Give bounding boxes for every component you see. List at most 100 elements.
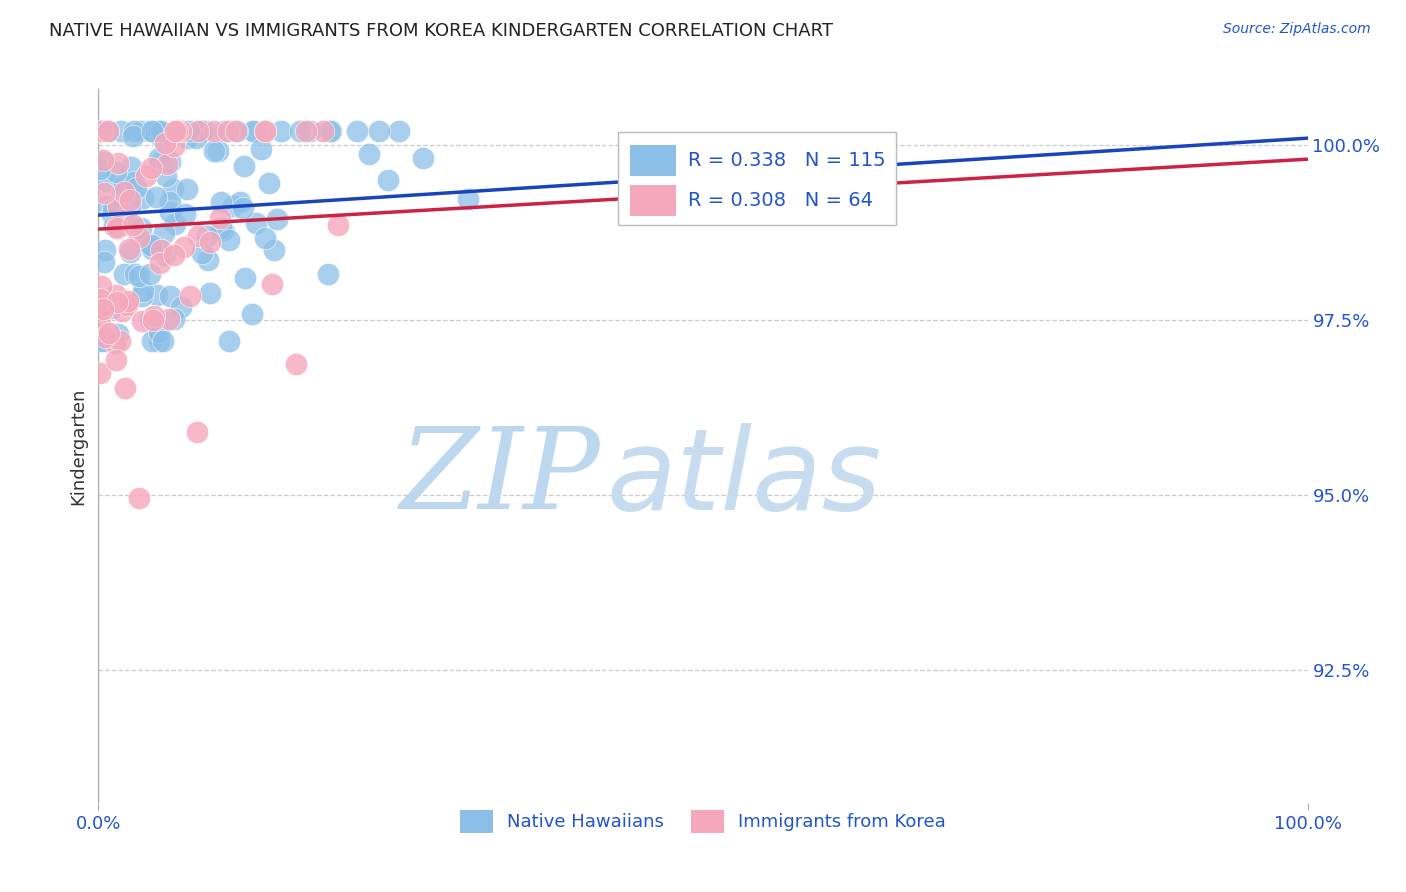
Point	[118, 242, 141, 256]
Point	[118, 245, 141, 260]
Point	[115, 298, 138, 312]
Point	[131, 313, 153, 327]
Point	[128, 229, 150, 244]
Point	[225, 124, 247, 138]
Point	[153, 136, 176, 150]
Point	[145, 287, 167, 301]
Point	[170, 124, 193, 138]
Point	[129, 221, 152, 235]
Point	[326, 218, 349, 232]
Point	[197, 252, 219, 267]
Y-axis label: Kindergarten: Kindergarten	[69, 387, 87, 505]
Point	[294, 124, 316, 138]
Point	[159, 205, 181, 219]
Point	[124, 267, 146, 281]
Point	[111, 185, 134, 199]
Point	[233, 159, 256, 173]
Point	[163, 138, 186, 153]
Point	[218, 334, 240, 348]
Point	[240, 307, 263, 321]
Point	[319, 124, 342, 138]
Point	[166, 124, 188, 138]
Point	[217, 124, 239, 138]
Point	[148, 152, 170, 166]
Point	[93, 301, 115, 316]
Text: NATIVE HAWAIIAN VS IMMIGRANTS FROM KOREA KINDERGARTEN CORRELATION CHART: NATIVE HAWAIIAN VS IMMIGRANTS FROM KOREA…	[49, 22, 834, 40]
Point	[107, 200, 129, 214]
Point	[94, 330, 117, 344]
Point	[163, 248, 186, 262]
Point	[105, 353, 128, 368]
Point	[159, 289, 181, 303]
Point	[134, 235, 156, 250]
Point	[101, 301, 124, 316]
Point	[118, 218, 141, 232]
Point	[122, 175, 145, 189]
Point	[195, 228, 218, 243]
Point	[225, 124, 247, 138]
Point	[139, 124, 162, 138]
Point	[107, 156, 129, 170]
Point	[202, 124, 225, 138]
Point	[270, 124, 292, 138]
Point	[254, 124, 277, 138]
Point	[173, 240, 195, 254]
Point	[232, 201, 254, 215]
Point	[141, 124, 163, 138]
Point	[105, 288, 128, 302]
Point	[266, 212, 288, 227]
Point	[319, 124, 342, 138]
Point	[298, 124, 321, 138]
Point	[162, 182, 184, 196]
Point	[128, 269, 150, 284]
FancyBboxPatch shape	[619, 132, 897, 225]
Point	[288, 124, 311, 138]
Point	[105, 219, 128, 233]
Point	[187, 124, 209, 138]
Point	[245, 216, 267, 230]
Point	[146, 241, 169, 255]
Point	[233, 270, 256, 285]
Point	[89, 293, 111, 307]
Point	[285, 357, 308, 371]
Point	[93, 154, 115, 169]
Point	[112, 178, 135, 192]
Point	[141, 161, 163, 175]
Point	[128, 491, 150, 505]
Point	[149, 243, 172, 257]
Point	[165, 218, 187, 232]
Point	[186, 425, 208, 439]
Point	[146, 124, 169, 138]
Point	[90, 279, 112, 293]
Point	[155, 169, 177, 183]
Point	[194, 124, 217, 138]
Point	[114, 381, 136, 395]
Point	[110, 124, 132, 138]
Point	[209, 211, 232, 226]
Point	[174, 207, 197, 221]
Point	[132, 284, 155, 298]
Point	[377, 173, 399, 187]
Point	[165, 124, 187, 138]
Point	[198, 235, 221, 250]
Point	[263, 243, 285, 257]
Point	[207, 144, 229, 158]
Point	[139, 267, 162, 281]
Point	[122, 124, 145, 138]
Point	[209, 221, 232, 235]
Point	[149, 155, 172, 169]
Point	[176, 181, 198, 195]
Point	[149, 124, 172, 138]
Point	[242, 124, 264, 138]
Point	[312, 124, 335, 138]
Point	[198, 285, 221, 300]
Point	[105, 221, 128, 235]
Point	[94, 243, 117, 257]
Point	[108, 334, 131, 348]
Point	[176, 130, 198, 145]
Point	[120, 193, 142, 207]
Point	[135, 169, 157, 183]
Point	[187, 229, 209, 244]
Point	[104, 335, 127, 350]
Point	[107, 326, 129, 341]
